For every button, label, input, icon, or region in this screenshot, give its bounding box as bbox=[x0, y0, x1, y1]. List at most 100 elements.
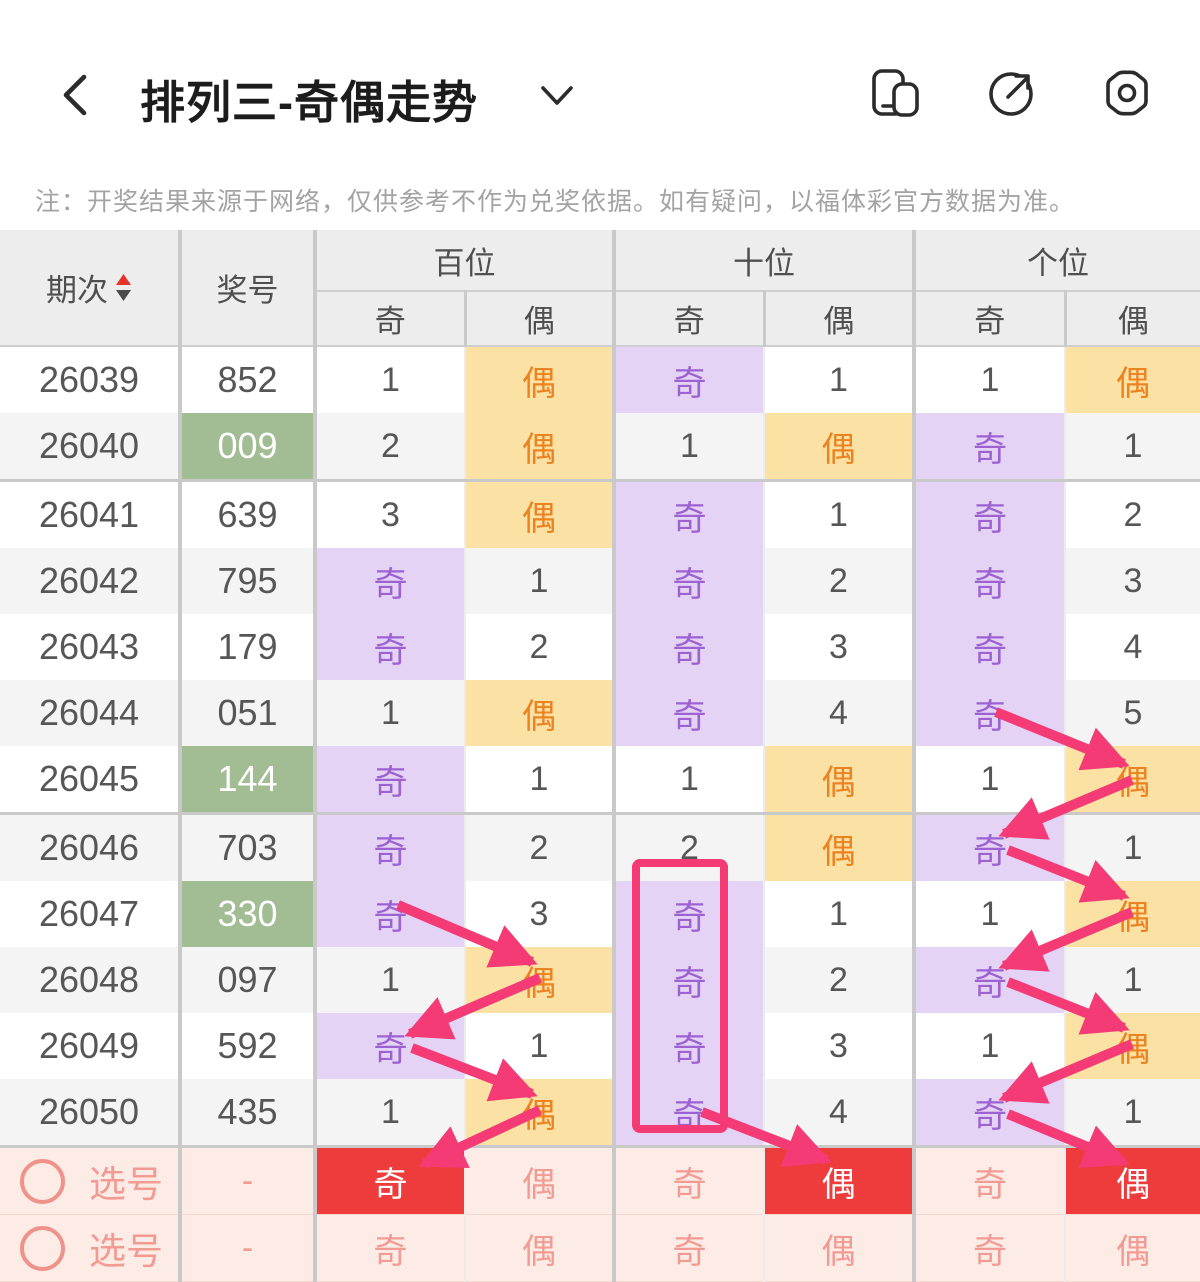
units-even-cell: 偶 bbox=[1065, 746, 1200, 815]
select-radio[interactable] bbox=[20, 1158, 65, 1204]
select-units-odd-cell[interactable]: 奇 bbox=[914, 1146, 1066, 1215]
prize-number-cell: 639 bbox=[180, 480, 317, 548]
tens-even-cell: 偶 bbox=[764, 413, 916, 482]
hundreds-even-cell: 2 bbox=[465, 813, 616, 881]
trend-row: 26046 703 奇 2 2 偶奇 1 bbox=[0, 813, 1200, 881]
floating-window-icon[interactable] bbox=[870, 68, 920, 118]
hundreds-even-cell: 1 bbox=[465, 746, 616, 815]
units-even-cell: 1 bbox=[1065, 413, 1200, 482]
period-cell: 26050 bbox=[0, 1079, 182, 1148]
select-label-cell: 选号 bbox=[0, 1146, 182, 1215]
tens-even-cell: 4 bbox=[764, 1079, 916, 1148]
hundreds-odd-cell: 奇 bbox=[315, 548, 466, 614]
units-odd-cell: 奇 bbox=[914, 947, 1066, 1013]
period-cell: 26041 bbox=[0, 480, 182, 548]
period-column-header[interactable]: 期次 bbox=[0, 230, 182, 346]
period-cell: 26045 bbox=[0, 746, 182, 815]
trend-row: 26041 639 3 偶奇 1 奇 2 bbox=[0, 480, 1200, 548]
select-units-odd-cell[interactable]: 奇 bbox=[914, 1214, 1066, 1282]
sort-icon[interactable] bbox=[115, 273, 132, 303]
hundreds-even-cell: 1 bbox=[465, 548, 616, 614]
select-radio[interactable] bbox=[20, 1225, 65, 1271]
page-title: 排列三-奇偶走势 bbox=[140, 77, 478, 128]
tens-even-cell: 1 bbox=[764, 881, 916, 947]
hundreds-even-cell: 偶 bbox=[465, 1079, 616, 1148]
trend-row: 26047 330 奇 3 奇 1 1 偶 bbox=[0, 881, 1200, 947]
units-even-cell: 1 bbox=[1123, 828, 1143, 867]
select-units-even-cell[interactable]: 偶 bbox=[1065, 1214, 1200, 1282]
period-cell: 26042 bbox=[0, 548, 182, 614]
tens-odd-cell: 1 bbox=[614, 413, 765, 482]
period-cell: 26049 bbox=[0, 1013, 182, 1079]
units-odd-cell: 奇 bbox=[914, 548, 1066, 614]
trend-row: 26043 179 奇 2 奇 3 奇 4 bbox=[0, 614, 1200, 680]
prize-number-cell: 179 bbox=[180, 614, 317, 680]
trend-row: 26039 852 1 偶奇 1 1 偶 bbox=[0, 346, 1200, 413]
settings-nut-icon[interactable] bbox=[1102, 68, 1152, 118]
tens-group-header: 十位 bbox=[614, 230, 916, 292]
tens-even-header: 偶 bbox=[764, 291, 916, 346]
select-hundreds-even-cell[interactable]: 偶 bbox=[465, 1146, 616, 1215]
trend-row: 26049 592 奇 1 奇 3 1 偶 bbox=[0, 1013, 1200, 1079]
units-odd-cell: 奇 bbox=[914, 614, 1066, 680]
select-tens-odd-cell[interactable]: 奇 bbox=[614, 1214, 765, 1282]
units-even-cell: 偶 bbox=[1065, 1013, 1200, 1079]
prize-number-cell: 330 bbox=[180, 881, 317, 947]
select-hundreds-even-cell[interactable]: 偶 bbox=[465, 1214, 616, 1282]
back-icon[interactable] bbox=[58, 72, 92, 118]
navbar: 排列三-奇偶走势 bbox=[0, 0, 1200, 150]
tens-odd-cell: 奇 bbox=[614, 947, 765, 1013]
tens-even-cell: 偶 bbox=[764, 746, 916, 815]
units-even-cell: 4 bbox=[1123, 627, 1143, 666]
select-number-cell: - bbox=[180, 1146, 317, 1215]
hundreds-odd-cell: 1 bbox=[315, 680, 466, 746]
trend-row: 26050 435 1 偶奇 4 奇 1 bbox=[0, 1079, 1200, 1148]
tens-even-cell: 偶 bbox=[764, 813, 916, 881]
hundreds-odd-cell: 奇 bbox=[315, 881, 466, 947]
select-label: 选号 bbox=[89, 1231, 163, 1272]
select-units-even-cell[interactable]: 偶 bbox=[1065, 1146, 1200, 1215]
units-even-cell: 2 bbox=[1123, 495, 1143, 534]
trend-row: 26048 097 1 偶奇 2 奇 1 bbox=[0, 947, 1200, 1013]
trend-table: 期次 奖号 百位 十位 个位 奇 偶 奇 bbox=[0, 230, 1200, 1282]
units-even-cell: 偶 bbox=[1065, 346, 1200, 413]
trend-row: 26040 009 2 偶 1 偶奇 1 bbox=[0, 413, 1200, 482]
select-hundreds-odd-cell[interactable]: 奇 bbox=[315, 1214, 466, 1282]
tens-odd-cell: 奇 bbox=[614, 680, 765, 746]
hundreds-odd-cell: 奇 bbox=[315, 1013, 466, 1079]
units-group-header: 个位 bbox=[914, 230, 1200, 292]
hundreds-even-cell: 偶 bbox=[465, 480, 616, 548]
share-icon[interactable] bbox=[986, 68, 1036, 118]
chevron-down-icon[interactable] bbox=[540, 84, 574, 108]
period-cell: 26047 bbox=[0, 881, 182, 947]
hundreds-even-cell: 1 bbox=[465, 1013, 616, 1079]
tens-odd-cell: 奇 bbox=[614, 614, 765, 680]
hundreds-odd-header: 奇 bbox=[315, 291, 467, 346]
tens-odd-cell: 奇 bbox=[614, 480, 765, 548]
select-row: 选号 - 奇偶奇偶奇偶 bbox=[0, 1146, 1200, 1215]
select-tens-odd-cell[interactable]: 奇 bbox=[614, 1146, 765, 1215]
select-tens-even-cell[interactable]: 偶 bbox=[764, 1214, 916, 1282]
prize-number-cell: 009 bbox=[180, 413, 317, 482]
select-tens-even-cell[interactable]: 偶 bbox=[764, 1146, 916, 1215]
units-odd-cell: 奇 bbox=[914, 680, 1066, 746]
tens-odd-cell: 奇 bbox=[614, 346, 765, 413]
hundreds-even-cell: 偶 bbox=[465, 680, 616, 746]
prize-number-cell: 051 bbox=[180, 680, 317, 746]
period-cell: 26043 bbox=[0, 614, 182, 680]
hundreds-odd-cell: 奇 bbox=[315, 746, 466, 815]
select-hundreds-odd-cell[interactable]: 奇 bbox=[315, 1146, 466, 1215]
prize-number-cell: 703 bbox=[180, 813, 317, 881]
hundreds-even-cell: 2 bbox=[465, 614, 616, 680]
tens-even-cell: 2 bbox=[764, 548, 916, 614]
units-even-cell: 偶 bbox=[1065, 881, 1200, 947]
prize-number-cell: 592 bbox=[180, 1013, 317, 1079]
units-odd-cell: 1 bbox=[914, 881, 1066, 947]
period-cell: 26046 bbox=[0, 813, 182, 881]
hundreds-odd-cell: 1 bbox=[315, 1079, 466, 1148]
units-odd-cell: 1 bbox=[914, 346, 1066, 413]
select-row: 选号 - 奇偶奇偶奇偶 bbox=[0, 1214, 1200, 1282]
prize-number-cell: 852 bbox=[180, 346, 317, 413]
units-odd-cell: 1 bbox=[914, 1013, 1066, 1079]
